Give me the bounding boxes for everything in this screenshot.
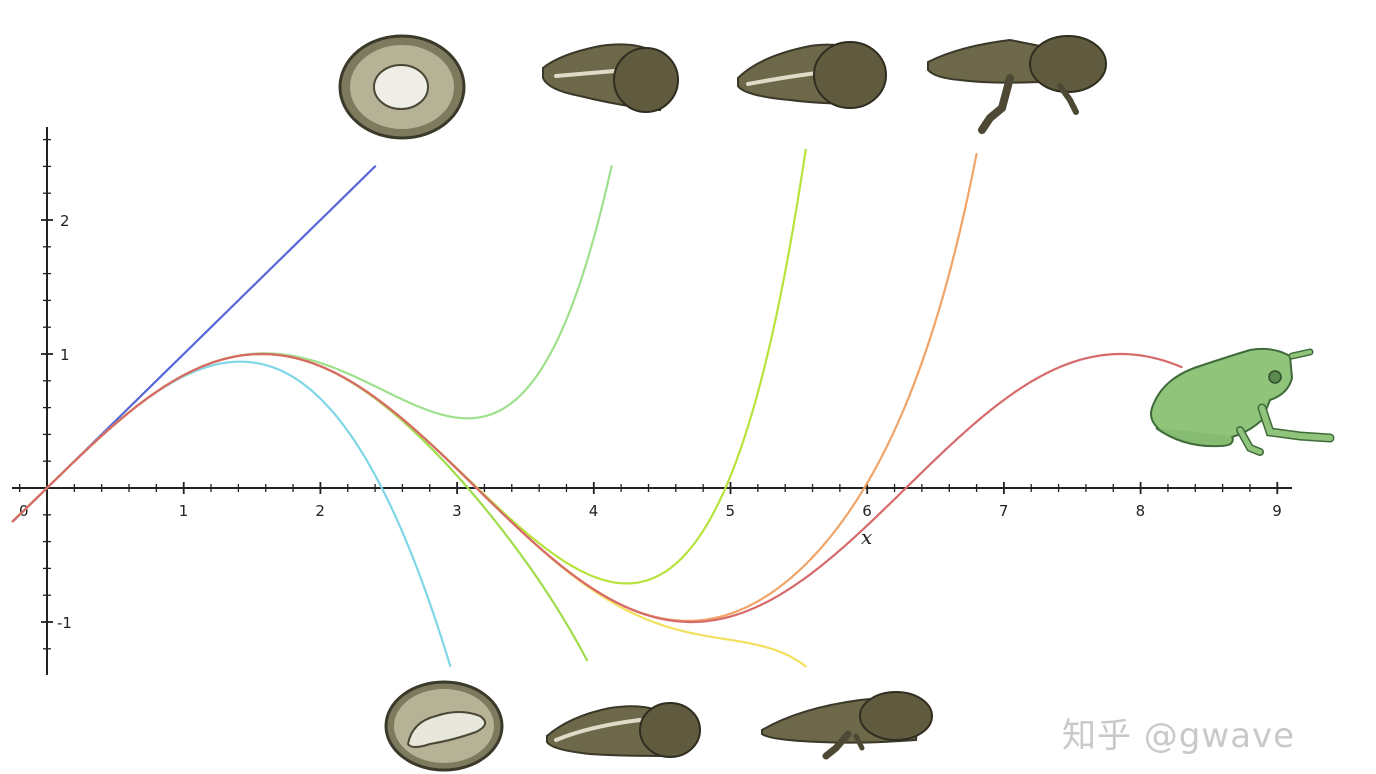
watermark: 知乎 @gwave — [1062, 716, 1296, 756]
y-ticks: 2 1 -1 — [41, 138, 72, 650]
y-tick-label: 2 — [60, 212, 70, 230]
x-tick-label: 7 — [999, 502, 1009, 520]
y-tick-label: -1 — [57, 614, 72, 632]
series-line-3 — [11, 165, 613, 523]
series-line-8 — [11, 352, 1183, 624]
x-tick-label: 8 — [1136, 502, 1146, 520]
x-tick-label: 2 — [315, 502, 325, 520]
y-tick-label: 1 — [60, 346, 70, 364]
tadpole-icon-stage-0 — [546, 702, 701, 758]
tadpole-icon-stage-2 — [737, 41, 887, 109]
x-axis-label: x — [861, 525, 872, 549]
series-line-7 — [11, 152, 978, 622]
tadpole-icon-stage-1 — [542, 43, 679, 113]
tadpole-with-hind-legs-icon — [761, 691, 933, 760]
x-tick-label: 4 — [589, 502, 599, 520]
series-line-4 — [11, 352, 589, 662]
egg-with-embryo-icon — [384, 680, 504, 772]
series-group — [11, 148, 1183, 668]
frog-egg-icon — [338, 34, 466, 140]
x-tick-label: 1 — [179, 502, 189, 520]
x-tick-label: 6 — [862, 502, 872, 520]
series-line-6 — [11, 352, 807, 668]
tadpole-with-legs-icon — [927, 35, 1107, 134]
x-tick-label: 3 — [452, 502, 462, 520]
series-line-5 — [11, 148, 807, 585]
x-tick-label: 5 — [726, 502, 736, 520]
x-tick-label: 9 — [1272, 502, 1282, 520]
frog-icon — [1150, 347, 1335, 456]
series-line-2 — [11, 360, 452, 668]
